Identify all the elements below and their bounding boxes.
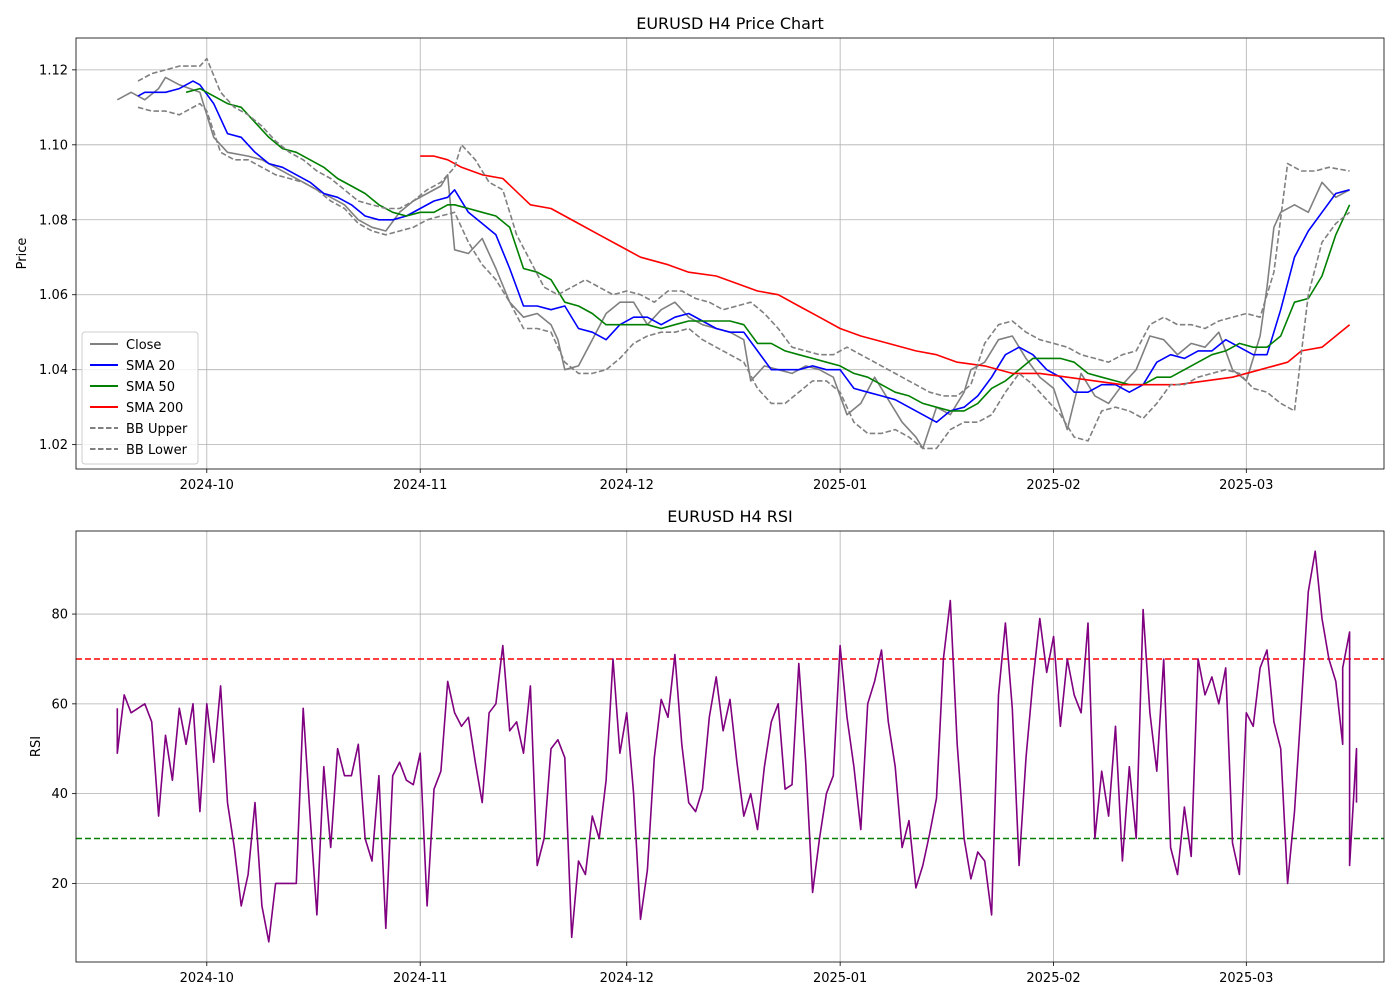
y-tick-label: 60 [51,697,68,712]
x-tick-label: 2024-12 [600,971,654,986]
series-line-sma-50 [185,87,1351,412]
legend-entry: SMA 200 [126,401,183,416]
legend-entry: BB Upper [126,422,188,437]
x-tick-label: 2024-11 [393,971,447,986]
y-tick-label: 1.12 [39,63,68,78]
legend: Close SMA 20 SMA 50 SMA 200 BB Upper BB Lower [81,331,199,465]
series-line-sma-20 [137,80,1350,423]
legend-entry: BB Lower [126,443,188,458]
y-tick-label: 1.06 [39,288,68,303]
series-line-bb-upper [137,57,1350,397]
chart-title: EURUSD H4 RSI [667,507,793,526]
x-tick-label: 2024-10 [180,971,234,986]
series-line-bb-lower [137,102,1351,450]
axes-frame [75,530,1385,963]
y-tick-label: 1.08 [39,213,68,228]
x-tick-label: 2025-01 [813,971,867,986]
axes-frame [75,37,1385,470]
x-tick-label: 2024-12 [600,478,654,493]
x-tick-label: 2025-03 [1219,971,1273,986]
y-axis-label: Price [15,238,30,270]
chart-title: EURUSD H4 Price Chart [636,14,824,33]
y-tick-label: 80 [51,608,68,623]
x-tick-label: 2025-03 [1219,478,1273,493]
panel-rsi: 2024-10 2024-11 2024-12 2025-01 2025-02 2025-… [29,507,1385,986]
series-line-close [116,76,1350,450]
series-line-rsi [116,550,1358,943]
y-tick-label: 1.04 [39,363,68,378]
y-tick-label: 1.10 [39,138,68,153]
plot-area [76,550,1384,943]
legend-entry: SMA 50 [126,380,175,395]
series-line-sma-200 [420,155,1351,386]
panel-price: 2024-10 2024-11 2024-12 2025-01 2025-02 2025-… [15,14,1385,493]
legend-entry: SMA 20 [126,359,175,374]
x-tick-label: 2025-01 [813,478,867,493]
x-tick-label: 2025-02 [1026,971,1080,986]
y-tick-label: 40 [51,787,68,802]
y-tick-label: 20 [51,877,68,892]
plot-area [116,57,1351,450]
y-axis-label: RSI [29,736,44,757]
y-tick-label: 1.02 [39,438,68,453]
x-tick-label: 2024-10 [180,478,234,493]
x-tick-label: 2025-02 [1026,478,1080,493]
legend-entry: Close [126,338,161,353]
x-tick-label: 2024-11 [393,478,447,493]
